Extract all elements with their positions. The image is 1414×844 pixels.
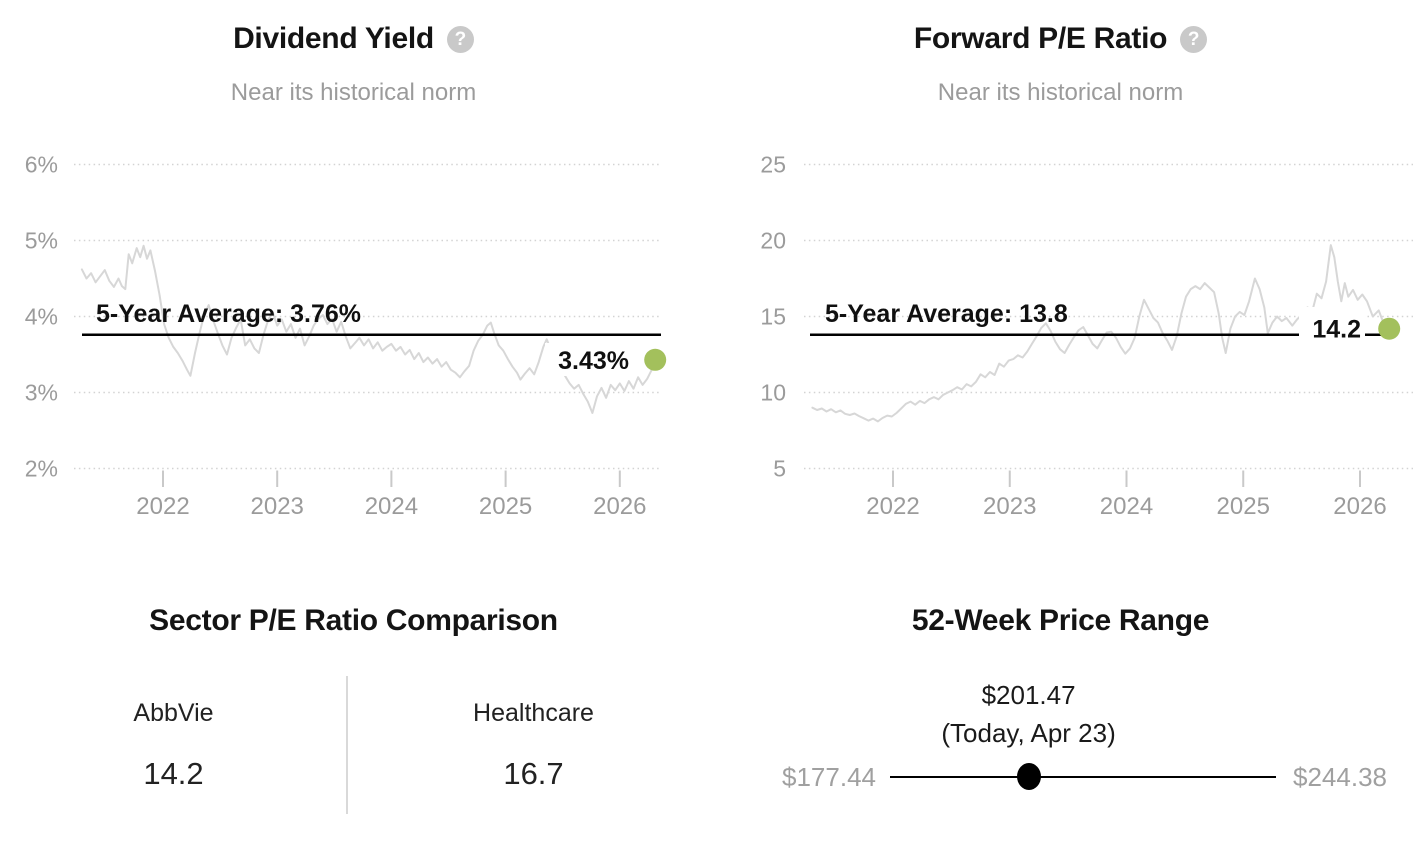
series-line	[80, 244, 657, 414]
gridlines-group: 6% 5% 4% 3% 2%	[25, 152, 661, 482]
x-axis-group: 2022 2023 2024 2025 2026	[866, 470, 1387, 520]
range-low-label: $177.44	[782, 762, 876, 792]
x-tick-label: 2026	[1333, 493, 1386, 520]
x-tick-label: 2025	[1217, 493, 1270, 520]
current-value-label-bg	[545, 343, 633, 376]
forward-pe-plot: 25 20 15 10 5 2022 2023 2024 2025 2026 5-Year Av…	[760, 152, 1413, 520]
range-high-label: $244.38	[1293, 762, 1387, 792]
x-tick-label: 2026	[593, 493, 646, 520]
y-tick-label: 20	[760, 228, 786, 254]
y-tick-label: 2%	[25, 456, 58, 482]
y-tick-label: 15	[760, 304, 786, 330]
x-tick-label: 2022	[136, 493, 189, 520]
dividend-yield-plot: 6% 5% 4% 3% 2% 2022 2023 2024 2025 2026 5-Year A…	[25, 152, 667, 520]
x-tick-label: 2025	[479, 493, 532, 520]
current-price-marker	[1016, 763, 1041, 790]
x-tick-label: 2024	[365, 493, 418, 520]
x-tick-label: 2024	[1100, 493, 1153, 520]
section-title: Sector P/E Ratio Comparison	[149, 604, 558, 637]
y-tick-label: 6%	[25, 152, 58, 178]
current-value-label: 3.43%	[558, 347, 629, 375]
current-value-dot	[644, 348, 667, 371]
comparison-item-abbvie: AbbVie 14.2	[0, 640, 347, 793]
x-tick-label: 2023	[251, 493, 304, 520]
section-title: 52-Week Price Range	[911, 604, 1210, 637]
help-icon[interactable]: ?	[1180, 25, 1208, 53]
average-label: 5-Year Average: 3.76%	[96, 300, 361, 328]
y-tick-label: 5	[773, 456, 786, 482]
forward-pe-chart: 25 20 15 10 5 2022 2023 2024 2025 2026 5-Year Av…	[707, 0, 1414, 560]
current-value-label-bg	[1299, 307, 1365, 347]
x-axis-group: 2022 2023 2024 2025 2026	[136, 470, 646, 520]
vertical-divider	[346, 676, 348, 814]
sector-pe-comparison: Sector P/E Ratio Comparison AbbVie 14.2 …	[0, 560, 707, 844]
y-tick-label: 10	[760, 380, 786, 406]
help-icon[interactable]: ?	[446, 25, 474, 53]
comparison-value: 16.7	[503, 756, 564, 791]
comparison-value: 14.2	[143, 756, 204, 791]
comparison-name: Healthcare	[473, 699, 594, 727]
x-tick-label: 2023	[983, 493, 1036, 520]
range-track	[890, 776, 1276, 778]
y-tick-label: 4%	[25, 304, 58, 330]
average-label: 5-Year Average: 13.8	[825, 300, 1068, 328]
y-tick-label: 3%	[25, 380, 58, 406]
current-value-label: 14.2	[1312, 316, 1361, 344]
series-group	[811, 244, 1391, 423]
gridlines-group: 25 20 15 10 5	[760, 152, 1413, 482]
series-line	[811, 244, 1391, 423]
x-tick-label: 2022	[866, 493, 919, 520]
comparison-name: AbbVie	[133, 699, 214, 727]
comparison-item-healthcare: Healthcare 16.7	[360, 640, 707, 793]
current-value-dot	[1378, 317, 1401, 340]
series-group	[80, 244, 657, 414]
dividend-yield-chart: 6% 5% 4% 3% 2% 2022 2023 2024 2025 2026 5-Year A…	[0, 0, 707, 560]
y-tick-label: 25	[760, 152, 786, 178]
price-range: 52-Week Price Range $201.47 (Today, Apr …	[707, 560, 1414, 844]
current-price-caption: (Today, Apr 23)	[941, 718, 1116, 748]
y-tick-label: 5%	[25, 228, 58, 254]
current-price: $201.47	[981, 680, 1076, 710]
